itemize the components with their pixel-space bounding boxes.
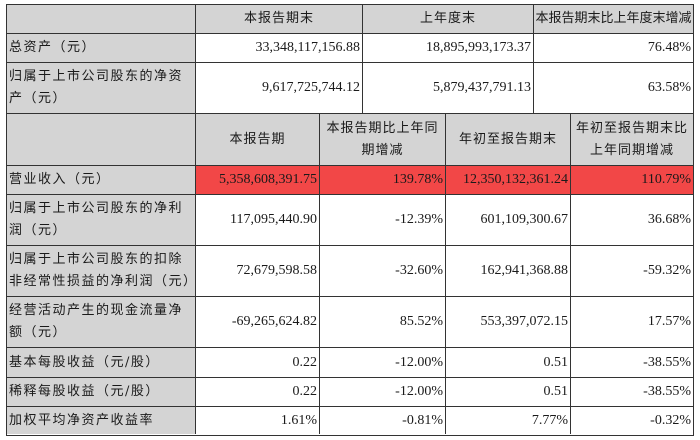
row-label-total-assets: 总资产（元） (7, 34, 196, 63)
header-current-period-end: 本报告期末 (196, 5, 363, 34)
weighted-roe-ytd: 7.77% (446, 407, 571, 434)
net-profit-ytd: 601,109,300.67 (446, 195, 571, 246)
deducted-net-profit-period-change: -32.60% (320, 246, 446, 297)
revenue-ytd: 12,350,132,361.24 (446, 166, 571, 195)
net-profit-period-change: -12.39% (320, 195, 446, 246)
net-assets-current: 9,617,725,744.12 (196, 63, 363, 114)
operating-cash-flow-ytd-change: 17.57% (571, 297, 693, 348)
row-label-basic-eps: 基本每股收益（元/股） (7, 348, 196, 378)
header-ytd: 年初至报告期末 (446, 114, 571, 166)
row-label-diluted-eps: 稀释每股收益（元/股） (7, 378, 196, 407)
revenue-period-change: 139.78% (320, 166, 446, 195)
basic-eps-period: 0.22 (196, 348, 320, 378)
weighted-roe-period-change: -0.81% (320, 407, 446, 434)
operating-cash-flow-period: -69,265,624.82 (196, 297, 320, 348)
diluted-eps-period: 0.22 (196, 378, 320, 407)
header-period-change: 本报告期比上年同期增减 (320, 114, 446, 166)
header-prior-year-end: 上年度末 (363, 5, 534, 34)
weighted-roe-period: 1.61% (196, 407, 320, 434)
financial-data-table: 本报告期末 上年度末 本报告期末比上年度末增减 总资产（元） 33,348,11… (6, 4, 694, 436)
net-assets-change: 63.58% (534, 63, 693, 114)
header-current-period: 本报告期 (196, 114, 320, 166)
basic-eps-ytd-change: -38.55% (571, 348, 693, 378)
deducted-net-profit-ytd-change: -59.32% (571, 246, 693, 297)
total-assets-prior: 18,895,993,173.37 (363, 34, 534, 63)
weighted-roe-ytd-change: -0.32% (571, 407, 693, 434)
row-label-deducted-net-profit: 归属于上市公司股东的扣除非经常性损益的净利润（元） (7, 246, 196, 297)
row-label-net-profit: 归属于上市公司股东的净利润（元） (7, 195, 196, 246)
header-blank (7, 5, 196, 34)
deducted-net-profit-period: 72,679,598.58 (196, 246, 320, 297)
header-ytd-change: 年初至报告期末比上年同期增减 (571, 114, 693, 166)
row-label-revenue: 营业收入（元） (7, 166, 196, 195)
operating-cash-flow-ytd: 553,397,072.15 (446, 297, 571, 348)
net-profit-period: 117,095,440.90 (196, 195, 320, 246)
row-label-weighted-roe: 加权平均净资产收益率 (7, 407, 196, 434)
row-label-net-assets: 归属于上市公司股东的净资产（元） (7, 63, 196, 114)
row-label-operating-cash-flow: 经营活动产生的现金流量净额（元） (7, 297, 196, 348)
basic-eps-ytd: 0.51 (446, 348, 571, 378)
total-assets-current: 33,348,117,156.88 (196, 34, 363, 63)
total-assets-change: 76.48% (534, 34, 693, 63)
revenue-ytd-change: 110.79% (571, 166, 693, 195)
diluted-eps-ytd: 0.51 (446, 378, 571, 407)
header2-blank (7, 114, 196, 166)
deducted-net-profit-ytd: 162,941,368.88 (446, 246, 571, 297)
header-change-vs-prior-year-end: 本报告期末比上年度末增减 (534, 5, 693, 34)
basic-eps-period-change: -12.00% (320, 348, 446, 378)
net-assets-prior: 5,879,437,791.13 (363, 63, 534, 114)
operating-cash-flow-period-change: 85.52% (320, 297, 446, 348)
net-profit-ytd-change: 36.68% (571, 195, 693, 246)
diluted-eps-ytd-change: -38.55% (571, 378, 693, 407)
diluted-eps-period-change: -12.00% (320, 378, 446, 407)
revenue-period: 5,358,608,391.75 (196, 166, 320, 195)
